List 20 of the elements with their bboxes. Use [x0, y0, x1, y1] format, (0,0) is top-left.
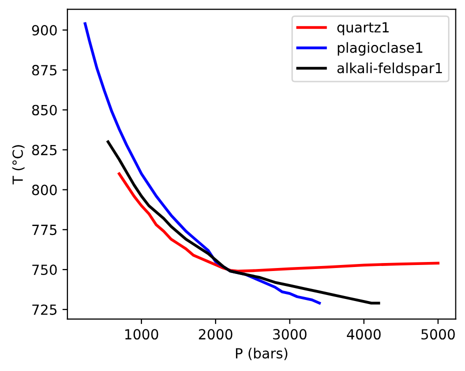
y-tick-label: 775 — [32, 224, 56, 236]
x-tick-label: 3000 — [273, 329, 306, 340]
legend-label: plagioclase1 — [338, 42, 422, 56]
x-axis-title: P (bars) — [236, 348, 288, 360]
y-tick-label: 750 — [32, 264, 57, 276]
line-series — [106, 140, 380, 304]
legend-label: quartz1 — [337, 22, 389, 36]
legend-label: alkali-feldspar1 — [337, 62, 442, 76]
y-axis-title: T (°C) — [12, 145, 25, 184]
y-tick-label: 850 — [32, 104, 57, 116]
line-series — [118, 172, 440, 273]
y-tick-label: 825 — [32, 144, 56, 156]
x-tick-label: 5000 — [421, 329, 455, 340]
y-tick-label: 900 — [32, 25, 57, 36]
y-tick-label: 800 — [32, 184, 57, 196]
y-tick-label: 875 — [32, 64, 56, 76]
x-tick-label: 1000 — [125, 329, 158, 340]
x-tick-label: 4000 — [346, 329, 381, 340]
x-tick-label: 2000 — [198, 329, 232, 340]
y-tick-label: 725 — [32, 304, 56, 315]
